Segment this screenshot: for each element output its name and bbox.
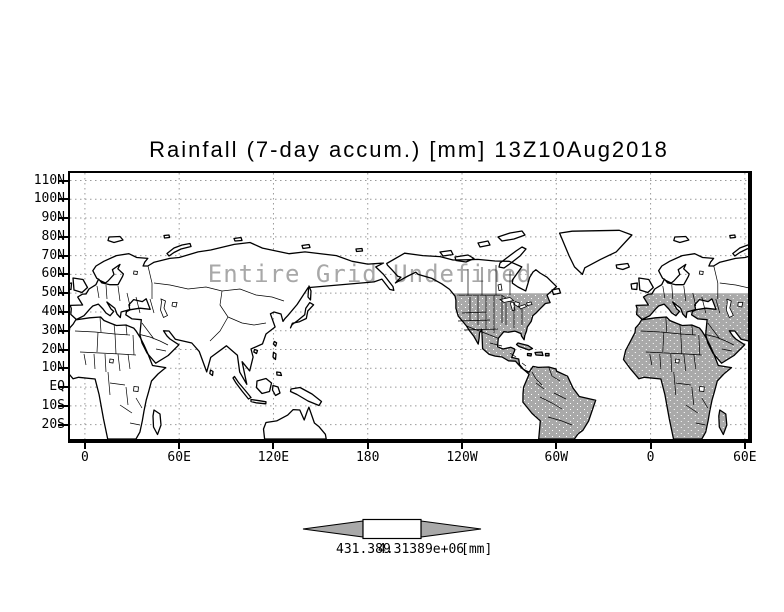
colorbar-max-label: 4.31389e+06 [378, 542, 465, 557]
x-axis-tick [272, 442, 275, 449]
y-axis-tick [58, 348, 68, 351]
y-axis-label: 10N [41, 360, 65, 376]
world-map: Entire Grid Undefined [70, 173, 748, 439]
y-axis-tick [58, 179, 68, 182]
x-axis-label: 120E [257, 450, 290, 465]
colorbar [302, 518, 482, 540]
y-axis-tick [58, 423, 68, 426]
y-axis-tick [58, 292, 68, 295]
x-axis-label: 120W [446, 450, 478, 465]
y-axis-label: 90N [41, 210, 65, 226]
y-axis-label: 50N [41, 285, 65, 301]
colorbar-right-arrow-icon [420, 520, 482, 538]
y-axis-tick [58, 235, 68, 238]
plot-title: Rainfall (7-day accum.) [mm] 13Z10Aug201… [149, 137, 669, 162]
y-axis-tick [58, 404, 68, 407]
y-axis-label: 10S [41, 397, 65, 413]
x-axis-tick [461, 442, 464, 449]
y-axis-label: 110N [33, 172, 65, 188]
map-frame: Entire Grid Undefined [68, 171, 752, 443]
colorbar-unit-label: [mm] [461, 542, 493, 557]
y-axis-label: 20S [41, 416, 65, 432]
y-axis-label: 100N [33, 191, 65, 207]
x-axis-tick [178, 442, 181, 449]
y-axis-tick [58, 386, 68, 389]
y-axis-label: 20N [41, 341, 65, 357]
y-axis-tick [58, 273, 68, 276]
colorbar-box [362, 518, 422, 540]
x-axis-tick [366, 442, 369, 449]
x-axis-label: 0 [646, 450, 655, 465]
y-axis-tick [58, 217, 68, 220]
y-axis-tick [58, 367, 68, 370]
x-axis-label: 60W [544, 450, 569, 465]
y-axis-label: 30N [41, 322, 65, 338]
x-axis-label: 180 [355, 450, 380, 465]
y-axis-tick [58, 310, 68, 313]
y-axis-label: 80N [41, 228, 65, 244]
y-axis-label: 60N [41, 266, 65, 282]
y-axis-tick [58, 198, 68, 201]
x-axis-tick [83, 442, 86, 449]
x-axis-label: 60E [167, 450, 191, 465]
y-axis-label: 70N [41, 247, 65, 263]
x-axis-label: 60E [733, 450, 757, 465]
y-axis-tick [58, 254, 68, 257]
y-axis-label: 40N [41, 303, 65, 319]
grid-undefined-message: Entire Grid Undefined [208, 260, 532, 288]
x-axis-tick [555, 442, 558, 449]
y-axis-tick [58, 329, 68, 332]
colorbar-left-arrow-icon [302, 520, 364, 538]
x-axis-label: 0 [80, 450, 89, 465]
x-axis-tick [743, 442, 746, 449]
y-axis-label: EQ [49, 379, 65, 395]
colorbar-min-label: 431.389 [336, 542, 391, 557]
x-axis-tick [649, 442, 652, 449]
